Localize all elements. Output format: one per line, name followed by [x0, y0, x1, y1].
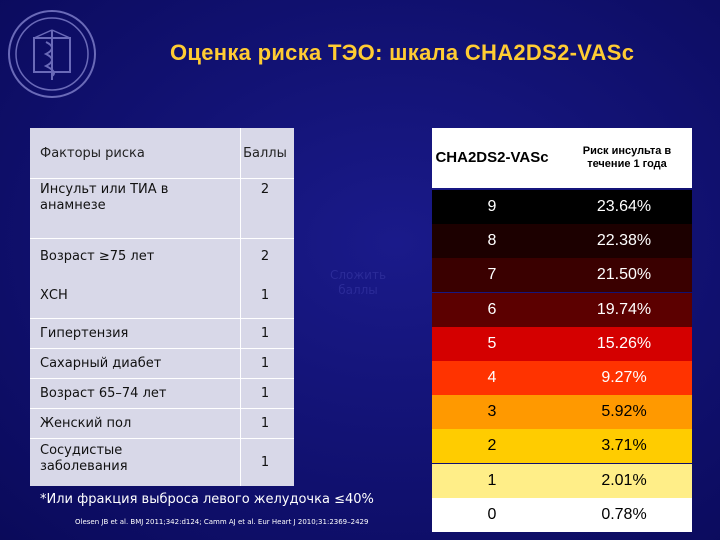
factor-label: Женский пол — [40, 416, 132, 431]
slide-title: Оценка риска ТЭО: шкала CHA2DS2-VASc — [170, 40, 635, 65]
risk-score: 7 — [487, 266, 497, 284]
factor-points: 1 — [260, 416, 270, 431]
factor-label: Сахарный диабет — [40, 356, 162, 371]
risk-percent: 3.71% — [601, 437, 647, 455]
table-row: Женский пол 1 — [30, 408, 294, 438]
risk-score: 0 — [487, 505, 497, 523]
references: Olesen JB et al. BMJ 2011;342:d124; Camm… — [75, 518, 369, 526]
stroke-risk-table: CHA2DS2-VASc Риск инсульта в течение 1 г… — [432, 128, 692, 532]
risk-percent: 21.50% — [596, 266, 652, 284]
table-row: Инсульт или ТИА в анамнезе 2 — [30, 178, 294, 238]
sum-points-label: Сложить баллы — [329, 268, 387, 297]
factor-points: 1 — [260, 356, 270, 371]
column-divider — [240, 128, 241, 486]
factor-points: 2 — [260, 249, 270, 264]
risk-row: 7 21.50% — [432, 258, 692, 293]
medical-emblem-icon — [8, 10, 96, 98]
header-factors: Факторы риска — [40, 146, 145, 161]
risk-score: 6 — [487, 300, 497, 318]
table-row: Гипертензия 1 — [30, 318, 294, 348]
risk-row: 0 0.78% — [432, 497, 692, 532]
footnote: *Или фракция выброса левого желудочка ≤4… — [40, 492, 374, 507]
risk-row: 6 19.74% — [432, 292, 692, 327]
factor-points: 1 — [260, 455, 270, 470]
risk-score: 5 — [487, 334, 497, 352]
table-header: Факторы риска Баллы — [30, 128, 294, 178]
header-points: Баллы — [243, 146, 287, 161]
table-row: Возраст ≥75 лет 2 — [30, 238, 294, 268]
table-row: Сосудистые заболевания 1 — [30, 438, 294, 486]
risk-percent: 23.64% — [596, 198, 652, 215]
factor-label: Возраст ≥75 лет — [40, 249, 155, 264]
risk-factors-table: Факторы риска Баллы Инсульт или ТИА в ан… — [30, 128, 294, 486]
factor-points: 1 — [260, 386, 270, 401]
risk-percent: 2.01% — [601, 471, 647, 489]
factor-points: 2 — [260, 182, 270, 197]
factor-label: Инсульт или ТИА в анамнезе — [40, 182, 169, 213]
risk-row: 1 2.01% — [432, 463, 692, 498]
risk-row: 5 15.26% — [432, 326, 692, 361]
risk-score: 3 — [487, 403, 497, 421]
table-row: Возраст 65–74 лет 1 — [30, 378, 294, 408]
risk-score: 2 — [487, 437, 497, 455]
risk-score: 4 — [487, 369, 497, 386]
factor-label: ХСН — [40, 288, 68, 303]
risk-percent: 22.38% — [596, 232, 652, 250]
factor-label: Возраст 65–74 лет — [40, 386, 167, 401]
risk-row: 8 22.38% — [432, 224, 692, 259]
risk-percent: 19.74% — [596, 300, 652, 318]
risk-row: 9 23.64% — [432, 190, 692, 224]
risk-percent: 5.92% — [601, 403, 647, 421]
table-row: Сахарный диабет 1 — [30, 348, 294, 378]
risk-table-header: CHA2DS2-VASc Риск инсульта в течение 1 г… — [432, 128, 692, 188]
header-score: CHA2DS2-VASc — [435, 149, 549, 166]
risk-row: 3 5.92% — [432, 395, 692, 430]
risk-percent: 9.27% — [601, 369, 647, 386]
table-row: ХСН 1 — [30, 268, 294, 318]
risk-percent: 15.26% — [596, 334, 652, 352]
risk-score: 1 — [487, 471, 497, 489]
header-risk: Риск инсульта в течение 1 года — [582, 145, 672, 170]
factor-points: 1 — [260, 326, 270, 341]
risk-row: 4 9.27% — [432, 361, 692, 395]
factor-label: Гипертензия — [40, 326, 129, 341]
factor-points: 1 — [260, 288, 270, 303]
risk-score: 9 — [487, 198, 497, 215]
risk-row: 2 3.71% — [432, 429, 692, 464]
risk-percent: 0.78% — [601, 505, 647, 523]
factor-label: Сосудистые заболевания — [40, 443, 128, 474]
risk-score: 8 — [487, 232, 497, 250]
